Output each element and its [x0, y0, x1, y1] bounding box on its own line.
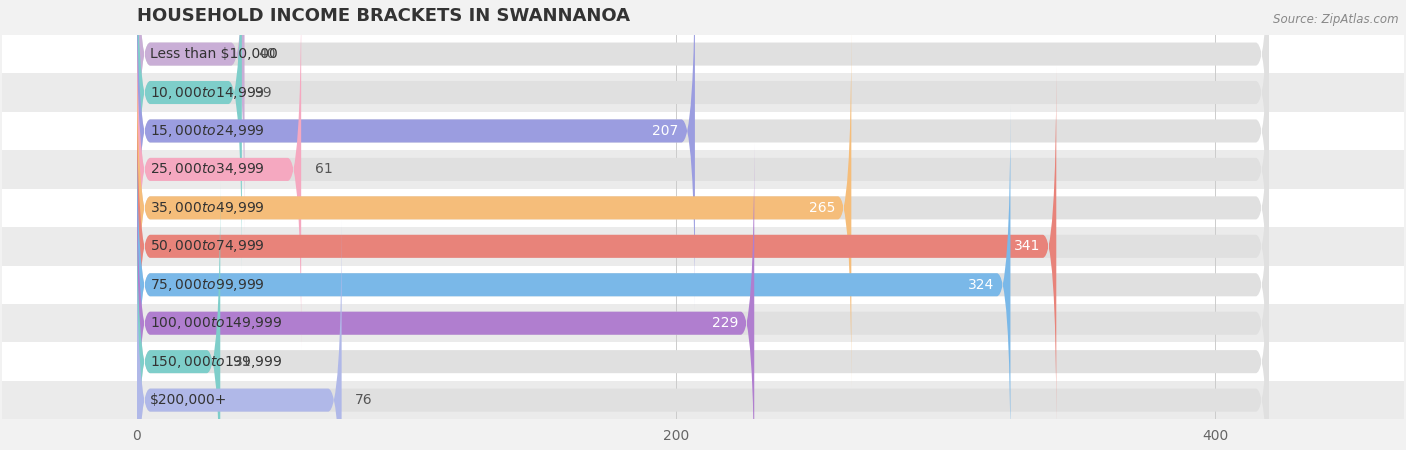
- FancyBboxPatch shape: [1, 381, 1405, 419]
- Text: $75,000 to $99,999: $75,000 to $99,999: [150, 277, 264, 293]
- FancyBboxPatch shape: [136, 181, 221, 450]
- FancyBboxPatch shape: [136, 0, 1270, 235]
- FancyBboxPatch shape: [136, 0, 1270, 273]
- FancyBboxPatch shape: [136, 0, 245, 235]
- FancyBboxPatch shape: [1, 112, 1405, 150]
- FancyBboxPatch shape: [1, 304, 1405, 342]
- Text: $10,000 to $14,999: $10,000 to $14,999: [150, 85, 264, 100]
- FancyBboxPatch shape: [1, 342, 1405, 381]
- FancyBboxPatch shape: [136, 0, 1270, 312]
- Text: $150,000 to $199,999: $150,000 to $199,999: [150, 354, 283, 369]
- FancyBboxPatch shape: [136, 0, 301, 350]
- FancyBboxPatch shape: [136, 181, 1270, 450]
- Text: 76: 76: [356, 393, 373, 407]
- FancyBboxPatch shape: [1, 266, 1405, 304]
- Text: 341: 341: [1014, 239, 1040, 253]
- FancyBboxPatch shape: [136, 220, 1270, 450]
- Text: Source: ZipAtlas.com: Source: ZipAtlas.com: [1274, 14, 1399, 27]
- FancyBboxPatch shape: [136, 104, 1011, 450]
- FancyBboxPatch shape: [136, 66, 1056, 427]
- FancyBboxPatch shape: [136, 0, 242, 273]
- FancyBboxPatch shape: [136, 27, 851, 388]
- FancyBboxPatch shape: [1, 150, 1405, 189]
- Text: 324: 324: [967, 278, 994, 292]
- FancyBboxPatch shape: [136, 0, 1270, 350]
- Text: 265: 265: [808, 201, 835, 215]
- FancyBboxPatch shape: [1, 35, 1405, 73]
- Text: 229: 229: [711, 316, 738, 330]
- Text: $100,000 to $149,999: $100,000 to $149,999: [150, 315, 283, 331]
- FancyBboxPatch shape: [136, 104, 1270, 450]
- Text: $200,000+: $200,000+: [150, 393, 228, 407]
- FancyBboxPatch shape: [1, 227, 1405, 266]
- FancyBboxPatch shape: [136, 27, 1270, 388]
- Text: HOUSEHOLD INCOME BRACKETS IN SWANNANOA: HOUSEHOLD INCOME BRACKETS IN SWANNANOA: [136, 7, 630, 25]
- Text: 207: 207: [652, 124, 679, 138]
- Text: $25,000 to $34,999: $25,000 to $34,999: [150, 162, 264, 177]
- FancyBboxPatch shape: [136, 143, 754, 450]
- FancyBboxPatch shape: [1, 73, 1405, 112]
- Text: 39: 39: [256, 86, 273, 99]
- FancyBboxPatch shape: [136, 220, 342, 450]
- FancyBboxPatch shape: [1, 189, 1405, 227]
- FancyBboxPatch shape: [136, 143, 1270, 450]
- Text: $35,000 to $49,999: $35,000 to $49,999: [150, 200, 264, 216]
- Text: $15,000 to $24,999: $15,000 to $24,999: [150, 123, 264, 139]
- Text: $50,000 to $74,999: $50,000 to $74,999: [150, 238, 264, 254]
- Text: 31: 31: [233, 355, 252, 369]
- Text: Less than $10,000: Less than $10,000: [150, 47, 278, 61]
- Text: 40: 40: [259, 47, 276, 61]
- Text: 61: 61: [315, 162, 332, 176]
- FancyBboxPatch shape: [136, 0, 695, 312]
- FancyBboxPatch shape: [136, 66, 1270, 427]
